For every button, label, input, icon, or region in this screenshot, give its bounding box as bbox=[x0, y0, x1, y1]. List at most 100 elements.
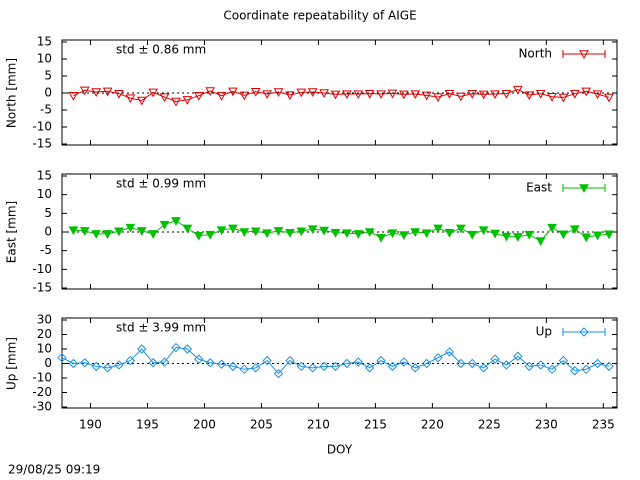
data-point bbox=[102, 363, 113, 373]
data-point bbox=[91, 361, 101, 372]
y-tick-label: 10 bbox=[37, 52, 52, 66]
y-tick-label: 20 bbox=[37, 327, 52, 341]
x-tick-label: 215 bbox=[364, 418, 387, 432]
data-point bbox=[182, 224, 193, 234]
data-point bbox=[501, 232, 512, 242]
data-point bbox=[421, 358, 432, 369]
data-point bbox=[330, 229, 341, 238]
data-point bbox=[193, 232, 204, 241]
data-point bbox=[262, 229, 272, 239]
data-point bbox=[171, 217, 181, 226]
legend-label: East bbox=[526, 181, 552, 195]
data-point bbox=[68, 358, 79, 369]
data-point bbox=[433, 224, 443, 234]
annotation: std ± 0.99 mm bbox=[116, 177, 206, 191]
data-point bbox=[535, 360, 546, 370]
data-point bbox=[376, 355, 386, 366]
data-point bbox=[125, 355, 136, 366]
data-point bbox=[456, 92, 466, 102]
data-point bbox=[353, 90, 364, 100]
annotation: std ± 3.99 mm bbox=[116, 321, 206, 335]
data-point bbox=[524, 361, 534, 372]
data-point bbox=[57, 352, 67, 363]
data-point bbox=[239, 228, 250, 238]
data-point bbox=[239, 91, 250, 101]
data-point bbox=[296, 227, 307, 237]
data-point bbox=[205, 230, 216, 240]
y-tick-label: -5 bbox=[40, 243, 52, 257]
data-point bbox=[353, 230, 364, 239]
data-point bbox=[376, 90, 386, 100]
data-point bbox=[330, 90, 341, 100]
data-point bbox=[456, 358, 466, 369]
data-point bbox=[558, 230, 569, 240]
data-point bbox=[569, 225, 580, 235]
data-point bbox=[342, 229, 352, 239]
data-point bbox=[285, 91, 295, 101]
data-point bbox=[558, 93, 569, 103]
y-tick-label: 0 bbox=[44, 225, 52, 239]
data-point bbox=[387, 361, 398, 372]
data-point bbox=[399, 231, 409, 241]
data-point bbox=[114, 89, 124, 99]
data-point bbox=[79, 227, 90, 236]
data-point bbox=[216, 226, 227, 236]
x-tick-label: 235 bbox=[592, 418, 615, 432]
data-point bbox=[513, 233, 523, 242]
data-point bbox=[342, 90, 352, 100]
data-point bbox=[307, 88, 318, 98]
data-point bbox=[570, 366, 580, 376]
data-point bbox=[342, 358, 352, 369]
data-point bbox=[535, 237, 546, 246]
data-point bbox=[182, 96, 193, 105]
y-tick-label: -10 bbox=[32, 120, 52, 134]
data-point bbox=[558, 355, 569, 366]
data-point bbox=[250, 87, 261, 97]
data-point bbox=[159, 357, 170, 367]
data-point bbox=[581, 233, 592, 243]
data-point bbox=[547, 223, 557, 233]
y-tick-label: 5 bbox=[44, 206, 52, 220]
data-point bbox=[604, 230, 614, 240]
data-point bbox=[604, 361, 614, 372]
data-point bbox=[399, 357, 409, 367]
data-point bbox=[490, 90, 500, 100]
data-point bbox=[319, 361, 329, 372]
data-point bbox=[148, 88, 159, 98]
data-point bbox=[467, 358, 477, 369]
data-point bbox=[114, 360, 124, 370]
x-tick-label: 220 bbox=[421, 418, 444, 432]
annotation: std ± 0.86 mm bbox=[116, 43, 206, 57]
data-point bbox=[433, 93, 443, 103]
data-point bbox=[228, 224, 238, 234]
x-tick-label: 225 bbox=[478, 418, 501, 432]
data-point bbox=[205, 87, 216, 96]
y-tick-label: -15 bbox=[32, 137, 52, 151]
y-tick-label: 30 bbox=[37, 313, 52, 327]
data-point bbox=[216, 359, 227, 369]
data-point bbox=[159, 220, 170, 230]
data-point bbox=[114, 227, 124, 237]
x-tick-label: 200 bbox=[193, 418, 216, 432]
data-point bbox=[319, 226, 329, 236]
data-point bbox=[228, 87, 238, 97]
chart-title: Coordinate repeatability of AIGE bbox=[223, 9, 416, 23]
y-tick-label: 0 bbox=[44, 356, 52, 370]
data-point bbox=[91, 88, 102, 98]
data-point bbox=[444, 229, 455, 238]
data-point bbox=[501, 89, 512, 99]
y-tick-label: -20 bbox=[32, 385, 52, 399]
data-point bbox=[456, 224, 466, 234]
data-point bbox=[592, 90, 603, 100]
data-point bbox=[478, 363, 489, 373]
y-tick-label: 5 bbox=[44, 69, 52, 83]
y-tick-label: -30 bbox=[32, 400, 52, 414]
data-point bbox=[433, 352, 443, 363]
data-point bbox=[547, 93, 557, 102]
y-tick-label: -10 bbox=[32, 371, 52, 385]
data-point bbox=[273, 368, 284, 379]
y-tick-label: 10 bbox=[37, 342, 52, 356]
data-point bbox=[285, 229, 295, 238]
